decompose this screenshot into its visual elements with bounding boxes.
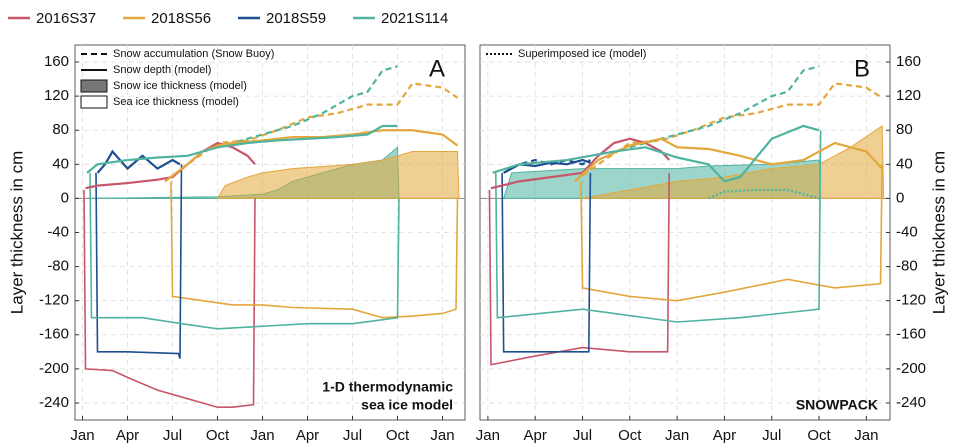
y-tick-label: 40 (52, 155, 69, 172)
x-tick-label: Oct (807, 427, 831, 444)
y-tick-label: -120 (39, 292, 69, 309)
x-tick-label: Jan (854, 427, 878, 444)
legend-label: 2016S37 (36, 10, 96, 27)
x-tick-label: Oct (206, 427, 230, 444)
y-tick-label: -200 (39, 360, 69, 377)
y-axis-label: Layer thickness in cm (929, 151, 948, 314)
ice-line (580, 164, 883, 302)
x-tick-label: Jan (250, 427, 274, 444)
y-tick-label: 40 (896, 155, 913, 172)
y-tick-label: -40 (47, 223, 69, 240)
legend-label: 2018S56 (151, 10, 211, 27)
annotation: 1-D thermodynamic (322, 379, 453, 395)
snow-ice-area (216, 151, 460, 199)
ice-line (488, 172, 671, 366)
solid-line (573, 137, 883, 183)
y-tick-label: 120 (44, 87, 69, 104)
ice-line (83, 189, 256, 409)
annotation: SNOWPACK (796, 397, 878, 413)
legend-label: Snow ice thickness (model) (113, 80, 247, 92)
legend-label: Superimposed ice (model) (518, 48, 646, 60)
dotted-line (708, 188, 820, 200)
legend-swatch (80, 95, 108, 109)
dashed-line (629, 65, 820, 149)
y-tick-label: -120 (896, 292, 926, 309)
ice-line (89, 172, 400, 330)
x-tick-label: Oct (386, 427, 410, 444)
y-tick-label: 160 (896, 53, 921, 70)
dashed-line (164, 82, 459, 183)
y-tick-label: -40 (896, 223, 918, 240)
y-tick-label: 80 (52, 121, 69, 138)
y-tick-label: 160 (44, 53, 69, 70)
x-tick-label: Apr (116, 427, 139, 444)
x-tick-label: Jul (163, 427, 182, 444)
x-tick-label: Jul (762, 427, 781, 444)
x-tick-label: Apr (524, 427, 547, 444)
y-tick-label: -80 (47, 258, 69, 275)
x-tick-label: Jul (573, 427, 592, 444)
y-tick-label: -80 (896, 258, 918, 275)
x-tick-label: Jan (476, 427, 500, 444)
y-tick-label: -160 (896, 326, 926, 343)
x-tick-label: Oct (618, 427, 642, 444)
x-tick-label: Jan (430, 427, 454, 444)
solid-line (490, 137, 671, 190)
x-tick-label: Jan (665, 427, 689, 444)
solid-line (86, 124, 398, 174)
legend-label: Snow accumulation (Snow Buoy) (113, 48, 274, 60)
x-tick-label: Jan (70, 427, 94, 444)
panel-letter: A (429, 55, 445, 82)
y-tick-label: 120 (896, 87, 921, 104)
x-tick-label: Apr (296, 427, 319, 444)
legend-swatch (80, 79, 108, 93)
ice-line (501, 172, 592, 353)
dashed-line (217, 65, 398, 149)
panel: 160 120 80 40 0 -40 -80 -120 -160 -200 -240 Jan Apr J… (476, 44, 948, 444)
dashed-line (573, 82, 883, 183)
plot-frame (479, 44, 891, 421)
legend-label: Sea ice thickness (model) (113, 96, 239, 108)
x-tick-label: Jul (343, 427, 362, 444)
y-tick-label: 80 (896, 121, 913, 138)
y-tick-label: -240 (39, 394, 69, 411)
x-tick-label: Apr (713, 427, 736, 444)
y-tick-label: -240 (896, 394, 926, 411)
y-tick-label: 0 (61, 189, 69, 206)
solid-line (492, 124, 820, 183)
y-tick-label: 0 (896, 189, 904, 206)
dashed-line (503, 158, 591, 174)
panel-letter: B (854, 55, 870, 82)
snow-ice-area (582, 125, 885, 199)
ice-line (95, 164, 183, 359)
legend-label: 2021S114 (381, 10, 448, 27)
ice-line (494, 130, 822, 323)
legend-label: Snow depth (model) (113, 64, 211, 76)
annotation: sea ice model (361, 397, 453, 413)
y-tick-label: -160 (39, 326, 69, 343)
y-tick-label: -200 (896, 360, 926, 377)
legend-label: 2018S59 (266, 10, 326, 27)
ice-line (170, 181, 459, 319)
y-axis-label: Layer thickness in cm (7, 151, 26, 314)
